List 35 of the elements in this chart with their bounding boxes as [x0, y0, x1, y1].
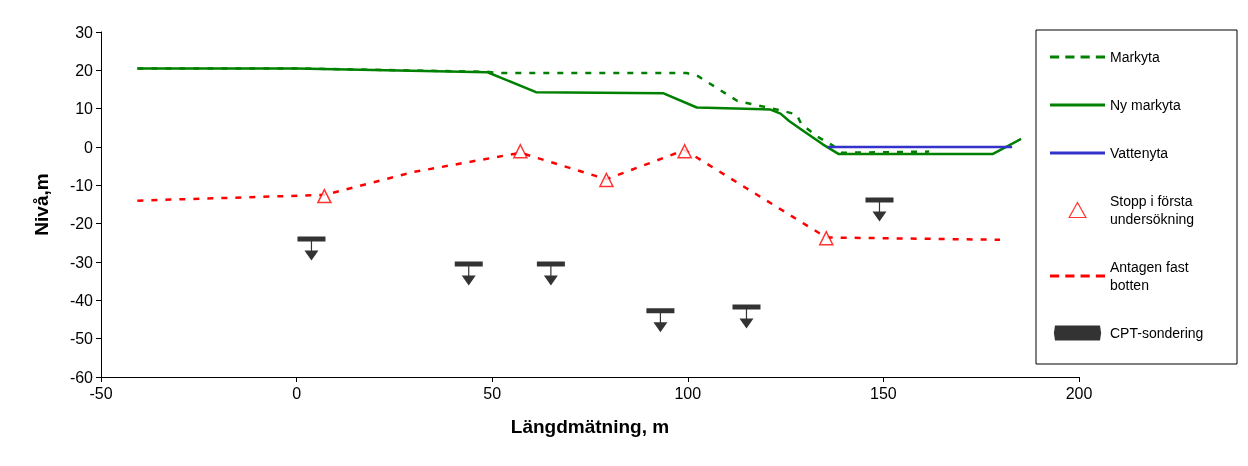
y-tick-label: -30 — [69, 253, 94, 271]
y-tick-label: 20 — [75, 61, 94, 79]
y-tick-label: -40 — [69, 291, 94, 309]
point — [297, 236, 326, 261]
x-tick-label: -50 — [89, 384, 113, 402]
y-tick-label: -20 — [69, 215, 94, 233]
point — [865, 197, 894, 222]
point — [732, 304, 761, 329]
y-axis-title: Nivå,m — [31, 173, 52, 236]
x-tick-label: 100 — [674, 384, 702, 402]
legend-label: Antagen fast botten — [1110, 259, 1193, 293]
point — [646, 308, 675, 333]
y-tick-label: 0 — [84, 138, 94, 156]
y-tick-label: 10 — [75, 100, 94, 118]
x-tick-label: 150 — [870, 384, 897, 402]
x-tick-label: 50 — [483, 384, 502, 402]
point — [536, 261, 565, 286]
x-axis-title: Längdmätning, m — [510, 416, 670, 437]
point — [317, 188, 332, 204]
y-tick-label: -60 — [69, 368, 94, 386]
y-tick-label: -10 — [69, 176, 94, 194]
point — [599, 172, 614, 188]
point — [819, 230, 834, 246]
point — [454, 261, 483, 286]
legend-label: Vattenyta — [1110, 145, 1169, 161]
x-tick-label: 200 — [1065, 384, 1093, 402]
point — [513, 143, 528, 159]
legend-label: Markyta — [1110, 49, 1160, 65]
y-tick-label: 30 — [75, 23, 94, 41]
x-tick-label: 0 — [292, 384, 302, 402]
legend-label: Stopp i första undersökning — [1110, 193, 1197, 227]
legend-label: CPT-sondering — [1110, 325, 1204, 341]
legend-label: Ny markyta — [1110, 97, 1181, 113]
y-tick-label: -50 — [69, 330, 94, 348]
point — [677, 143, 692, 159]
